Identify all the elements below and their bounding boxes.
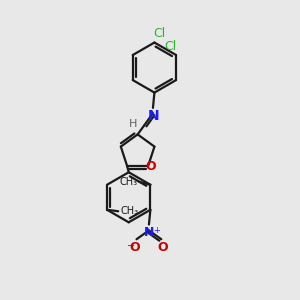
Text: Cl: Cl — [154, 27, 166, 40]
Text: N: N — [144, 226, 154, 239]
Text: +: + — [153, 226, 160, 235]
Text: O: O — [158, 241, 168, 254]
Text: H: H — [129, 119, 138, 129]
Text: N: N — [148, 109, 159, 123]
Text: CH₃: CH₃ — [119, 177, 137, 187]
Text: −: − — [127, 241, 135, 251]
Text: CH₃: CH₃ — [120, 206, 138, 216]
Text: O: O — [145, 160, 156, 173]
Text: O: O — [130, 241, 140, 254]
Text: Cl: Cl — [165, 40, 177, 53]
